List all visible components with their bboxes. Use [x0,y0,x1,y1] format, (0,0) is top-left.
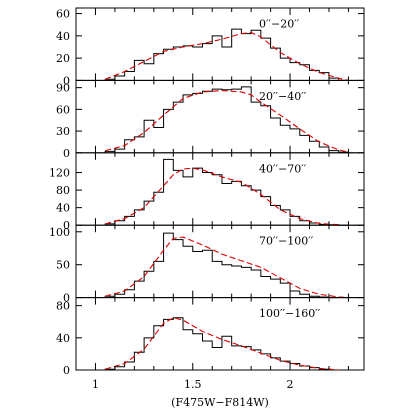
panel-4-fit-curve [105,236,349,299]
panel-2-ytick-label: 30 [56,125,70,138]
panel-3-histogram [104,158,349,226]
panel-5-frame [75,297,365,371]
panel-3-fit-curve [105,167,339,226]
panel-5-fit-curve [105,317,339,371]
x-tick-label: 2 [287,378,294,391]
panel-4-ytick-label: 0 [63,292,70,305]
panel-3-ytick-label: 80 [56,184,70,197]
panel-1-frame [75,7,365,81]
panel-2-ytick-label: 60 [56,103,70,116]
panel-1-histogram [104,28,349,81]
panel-1-ytick-label: 60 [56,8,70,21]
panel-2-ytick-label: 0 [63,147,70,160]
panel-5-ytick-label: 80 [56,300,70,313]
panel-2-histogram [104,86,349,153]
panel-2-ytick-label: 90 [56,82,70,95]
panel-1-ytick-label: 20 [56,52,70,65]
panel-1-ytick-label: 0 [63,74,70,87]
x-axis-title: (F475W−F814W) [171,396,269,409]
panel-4-ytick-label: 50 [56,259,70,272]
panel-1-ytick-label: 40 [56,30,70,43]
x-tick-label: 1.5 [184,378,202,391]
panel-5-ytick-label: 40 [56,332,70,345]
panel-2-frame [75,79,365,154]
panel-3-frame [75,152,365,226]
panel-3-ytick-label: 120 [49,167,70,180]
panel-4-ytick-label: 100 [49,226,70,239]
panel-5-histogram [104,317,349,371]
panel-3-label: 40′′−70′′ [259,162,307,175]
panel-5-ytick-label: 0 [63,364,70,377]
panel-3-ytick-label: 40 [56,202,70,215]
panel-1-fit-curve [104,31,349,81]
panel-2-fit-curve [105,89,349,153]
x-tick-label: 1 [92,378,99,391]
panel-1-label: 0′′−20′′ [259,18,300,31]
panel-2-label: 20′′−40′′ [259,90,307,103]
panel-4-histogram [104,232,349,299]
panel-3-ytick-label: 0 [63,219,70,232]
panel-5-label: 100′′−160′′ [259,307,321,320]
panel-4-label: 70′′−100′′ [259,235,314,248]
